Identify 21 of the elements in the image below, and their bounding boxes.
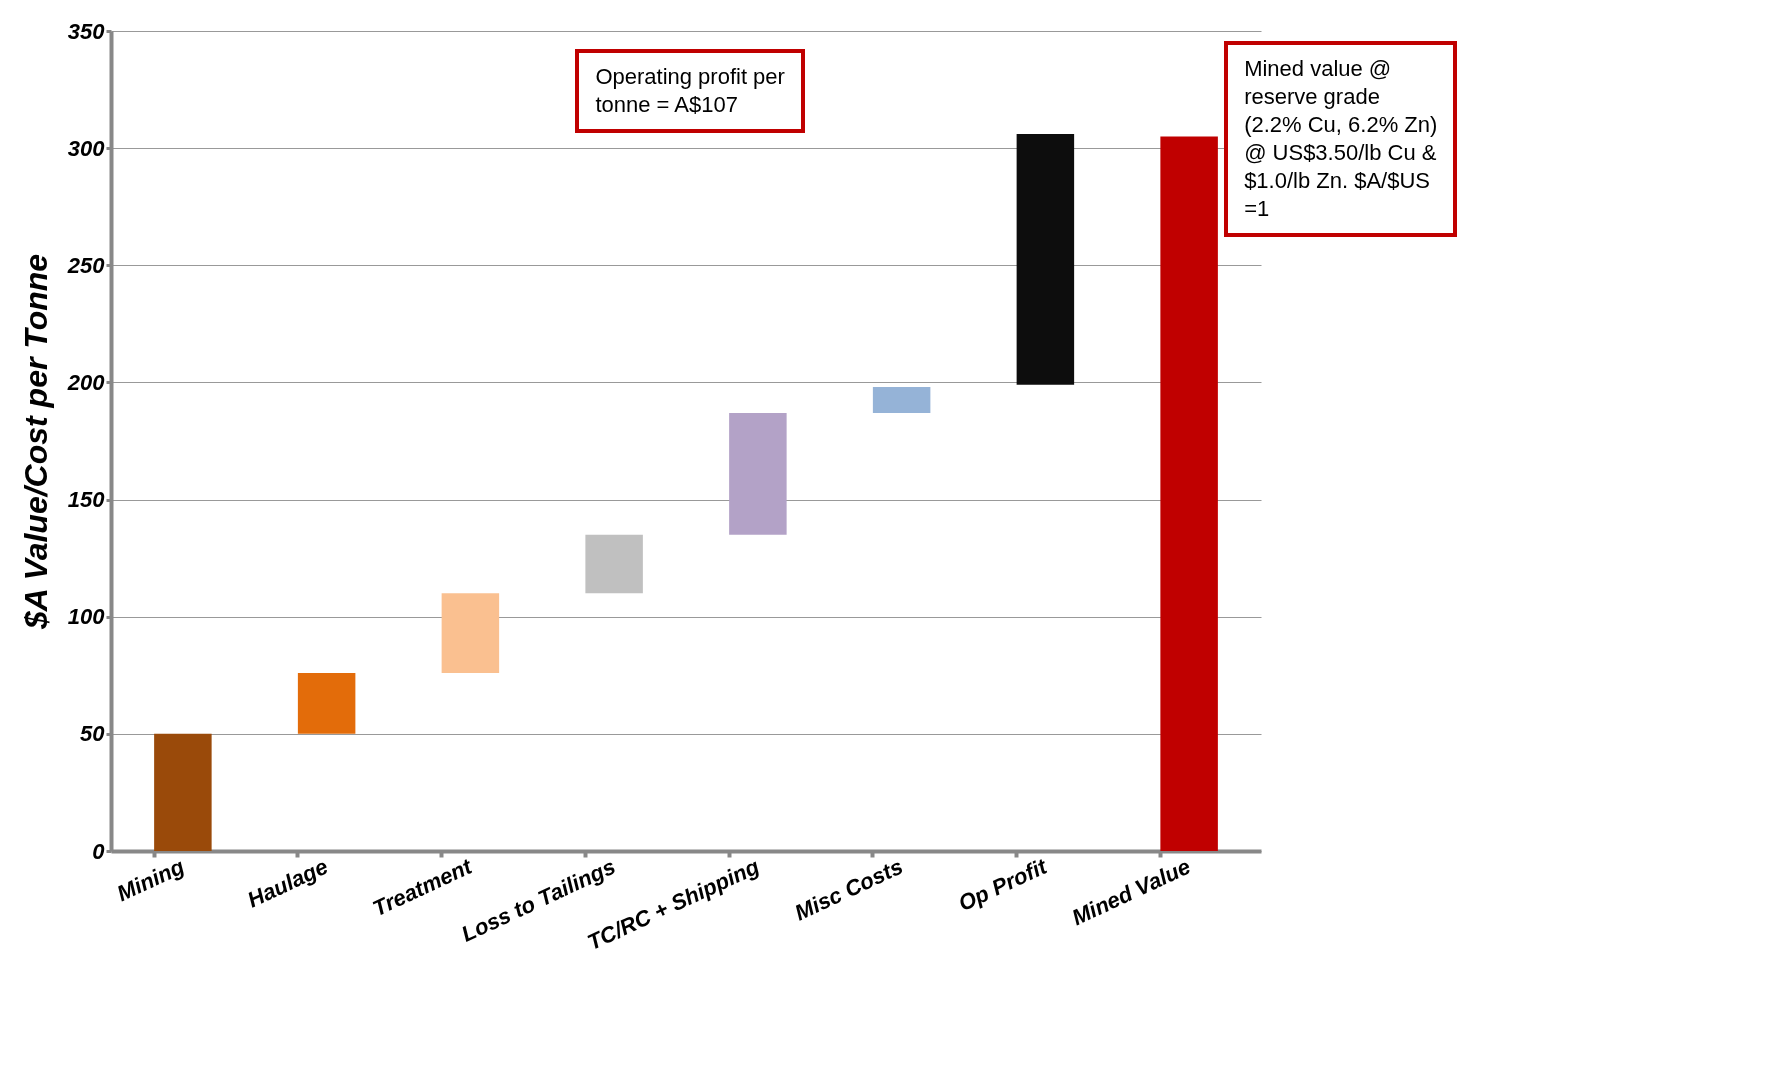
bar: [1160, 136, 1218, 851]
y-tick-label: 150: [67, 487, 106, 513]
x-tick-label: Misc Costs: [790, 853, 907, 926]
y-tick-label: 350: [67, 18, 106, 44]
bar: [872, 387, 931, 413]
bar: [729, 412, 787, 535]
y-tick-label: 200: [66, 369, 106, 395]
y-tick-label: 0: [92, 838, 106, 864]
y-tick-label: 50: [80, 721, 106, 747]
y-axis-title: $A Value/Cost per Tonne: [17, 253, 54, 631]
y-tick-label: 250: [66, 252, 106, 278]
bar: [441, 593, 500, 673]
bar: [154, 733, 212, 851]
callout-box: Operating profit per tonne = A$107: [575, 49, 805, 134]
bar: [1016, 134, 1075, 385]
bar: [297, 672, 356, 734]
bar: [585, 534, 643, 594]
y-tick-label: 100: [67, 604, 106, 630]
x-tick-label: Op Profit: [954, 853, 1052, 917]
callout-box: Mined value @ reserve grade (2.2% Cu, 6.2% Zn) @ US$3.50/lb Cu & $1.0/lb Zn. $A/$US =1: [1224, 41, 1458, 238]
y-tick-label: 300: [67, 135, 106, 161]
